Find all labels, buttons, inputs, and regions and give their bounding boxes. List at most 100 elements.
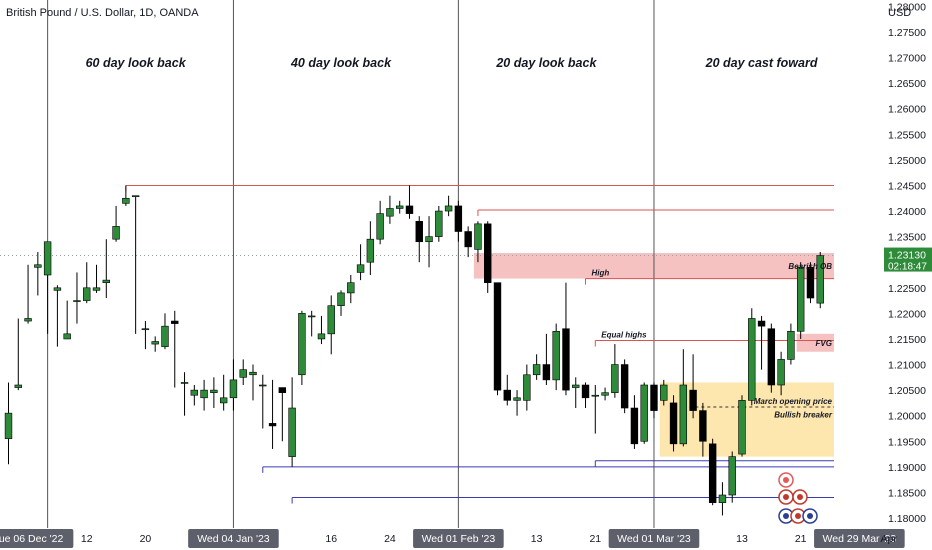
candle-body-up [102,279,111,283]
zone-label: Bearish OB [788,262,832,271]
price-tick-label: 1.20500 [888,385,926,397]
event-icons[interactable] [778,472,818,524]
level-label: Equal highs [601,330,647,339]
candle-body-up [317,333,326,340]
candle-body-down [689,389,697,411]
candle-body-up [425,236,433,243]
candle [689,354,697,419]
candle [376,200,384,245]
candle [708,438,717,506]
candle-body-up [73,300,81,302]
price-tick-label: 1.27500 [888,27,926,39]
candle-body-up [395,205,404,209]
candle [102,239,111,299]
candle [620,359,629,414]
candle [249,364,257,401]
candle [53,285,62,347]
candle-body-up [219,397,228,404]
candle [425,216,433,268]
candle [268,379,277,449]
candle-body-down [562,328,570,391]
price-tick-label: 1.26500 [888,78,926,90]
section-label: 20 day look back [495,56,597,70]
candle [552,323,560,391]
current-price-tag [884,247,932,272]
candle-body-up [356,264,365,273]
current-price-countdown: 02:18:47 [888,262,927,273]
candle-body-up [552,330,560,381]
candle-body-up [347,282,355,294]
candle-body-down [630,407,639,445]
date-marker-tag [0,529,74,548]
time-tick-label: 21 [795,533,807,545]
candle [542,333,551,385]
candle-body-down [454,205,463,232]
candle-body-up [444,205,453,212]
candle [562,282,570,396]
us-flag-icon-dot [807,513,813,519]
time-tick-label: 12 [81,533,93,545]
candle-body-up [210,389,218,393]
candle [513,390,521,416]
level-label: March opening price [754,397,833,406]
candle [630,395,639,449]
candle-body-up [611,364,619,393]
candle [24,264,32,324]
candle [4,382,13,465]
candle-body-up [601,392,609,396]
candle [151,336,159,352]
candle [591,385,600,434]
uk-flag-icon-dot [797,494,803,500]
date-marker-tag [608,529,700,548]
candle [356,244,365,281]
price-tick-label: 1.18500 [888,487,926,499]
candle-body-up [748,318,756,401]
candle [219,374,228,411]
candle [484,221,492,293]
candle-body-up [190,389,199,396]
candle-body-up [816,255,824,304]
candle [34,251,42,296]
candle [806,262,815,304]
candle-body-up [679,384,688,445]
candle [435,205,443,242]
date-marker-tag [814,529,905,548]
price-tick-label: 1.19000 [888,462,926,474]
date-marker-tag [188,529,279,548]
candle [122,185,130,206]
candle [777,351,785,396]
zone-label: Bullish breaker [774,411,833,420]
price-tick-label: 1.21500 [888,334,926,346]
time-tick-label: Wed 04 Jan '23 [197,533,270,545]
candle-body-down [699,410,707,442]
candle-body-up [122,197,130,204]
price-tick-label: 1.20000 [888,411,926,423]
candle-body-up [14,384,22,388]
price-axis[interactable]: 1.28000 1.27500 1.27000 1.26500 1.26000 1.255… [834,0,932,550]
candle-body-up [34,264,42,268]
candle [278,387,287,442]
candle [307,310,316,337]
lightning-event-icon-dot [783,477,789,483]
candle-body-up [180,382,189,384]
candle [718,482,727,516]
candle-body-up [532,364,541,376]
candle-body-down [268,423,277,427]
candle-body-up [728,456,736,496]
candle [679,349,688,447]
price-tick-label: 1.18000 [888,513,926,525]
candle [493,282,502,396]
candle [239,359,247,385]
candle-body-up [386,208,394,217]
price-tick-label: 1.22500 [888,283,926,295]
candle-body-down [542,364,551,381]
price-tick-label: 1.26000 [888,104,926,116]
time-tick-label: 16 [325,533,337,545]
candle-body-up [151,341,159,345]
candle-body-down [405,205,414,214]
time-tick-label: Tue 06 Dec '22 [0,533,63,545]
candle [415,216,423,263]
candle [405,185,414,219]
